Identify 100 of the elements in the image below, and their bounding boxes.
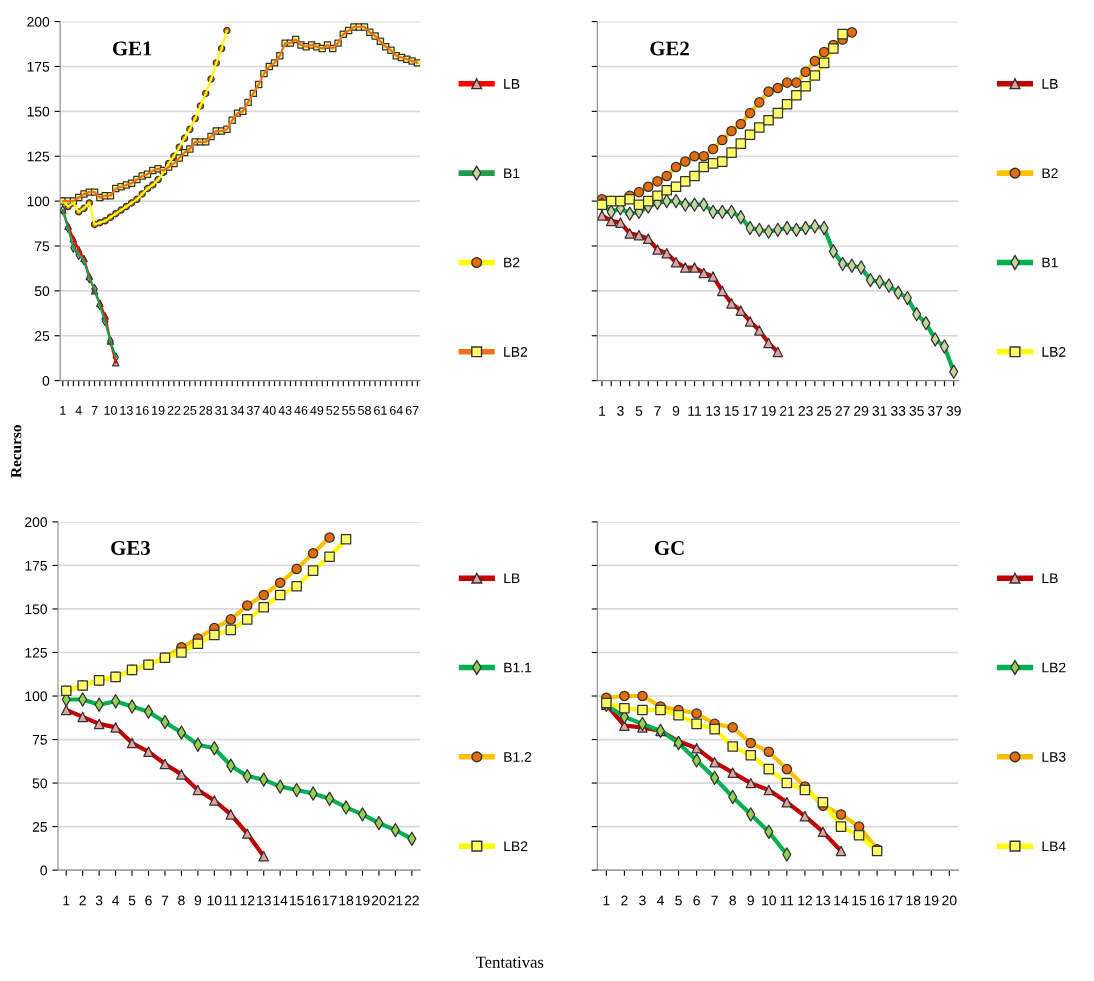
y-tick-label: 0: [40, 865, 48, 876]
text: GE1: [112, 41, 152, 56]
x-tick-label: 2: [621, 895, 628, 906]
x-tick-label: 21: [388, 895, 403, 906]
x-tick-label: 18: [339, 895, 354, 906]
x-tick-label: 25: [817, 405, 832, 416]
x-tick-label: 33: [890, 405, 906, 416]
legend-label: B2: [1042, 168, 1058, 178]
x-tick-label: 17: [888, 895, 903, 906]
y-tick-label: 150: [27, 106, 50, 117]
x-tick-label: 13: [257, 895, 271, 906]
x-tick-label: 61: [374, 405, 387, 415]
legend-label: LB: [504, 79, 520, 89]
x-tick-label: 1: [603, 895, 610, 906]
x-tick-label: 22: [167, 405, 181, 415]
x-tick-label: 13: [706, 405, 721, 416]
x-tick-label: 2: [79, 895, 86, 906]
x-tick-label: 16: [870, 895, 885, 906]
x-tick-label: 10: [207, 895, 222, 906]
y-tick-label: 75: [32, 735, 47, 745]
x-tick-label: 6: [145, 895, 152, 906]
x-tick-label: 11: [224, 895, 238, 906]
y-tick-label: 150: [25, 604, 48, 615]
text: GC: [654, 540, 684, 555]
x-tick-label: 40: [262, 405, 276, 415]
legend-label: B1: [504, 168, 520, 178]
x-tick-label: 39: [946, 405, 961, 416]
legend-label: LB2: [504, 346, 528, 357]
x-tick-label: 34: [231, 405, 245, 415]
x-tick-label: 1: [60, 406, 66, 415]
x-tick-label: 8: [729, 895, 736, 906]
y-tick-label: 100: [27, 196, 50, 207]
x-tick-label: 28: [199, 405, 213, 415]
x-tick-label: 1: [599, 406, 606, 416]
x-tick-label: 64: [389, 405, 403, 415]
legend-label: LB: [1042, 573, 1058, 584]
y-tick-label: 100: [25, 691, 48, 702]
x-tick-label: 8: [178, 895, 185, 906]
y-tick-label: 25: [32, 821, 47, 832]
x-tick-label: 12: [798, 895, 812, 906]
legend-label: LB2: [504, 841, 528, 852]
x-tick-label: 31: [215, 405, 228, 415]
y-axis-title: Recurso: [11, 425, 22, 478]
x-tick-label: 15: [852, 895, 867, 906]
x-tick-label: 9: [194, 895, 202, 906]
x-tick-label: 11: [688, 406, 702, 416]
x-tick-label: 10: [762, 895, 776, 906]
y-tick-label: 125: [25, 647, 47, 658]
x-tick-label: 9: [672, 405, 680, 416]
x-tick-label: 19: [152, 405, 165, 415]
y-tick-label: 200: [25, 517, 48, 528]
x-tick-label: 37: [246, 405, 260, 415]
x-tick-label: 29: [854, 405, 869, 416]
x-tick-label: 11: [780, 895, 794, 906]
legend-label: LB2: [1042, 346, 1066, 357]
x-tick-label: 35: [909, 405, 924, 416]
x-tick-label: 17: [322, 895, 337, 906]
x-tick-label: 55: [342, 406, 356, 415]
x-tick-label: 4: [75, 406, 82, 415]
x-tick-label: 5: [635, 406, 643, 416]
x-tick-label: 13: [816, 895, 831, 906]
x-tick-label: 4: [112, 895, 120, 906]
x-tick-label: 19: [761, 405, 776, 416]
x-tick-label: 7: [654, 406, 661, 416]
y-tick-label: 0: [42, 375, 50, 386]
x-tick-label: 46: [294, 405, 308, 415]
x-tick-label: 18: [906, 895, 921, 906]
y-tick-label: 125: [27, 151, 50, 162]
x-tick-label: 5: [128, 895, 136, 906]
x-tick-label: 22: [404, 895, 419, 906]
text: GE2: [650, 41, 689, 56]
x-tick-label: 10: [104, 405, 117, 415]
x-tick-label: 17: [743, 406, 758, 416]
x-tick-label: 14: [834, 895, 849, 906]
y-tick-label: 175: [27, 61, 50, 72]
x-tick-label: 13: [120, 405, 133, 415]
y-tick-label: 175: [25, 560, 47, 571]
x-tick-label: 9: [747, 895, 754, 906]
x-tick-label: 7: [711, 895, 718, 906]
x-tick-label: 3: [617, 405, 624, 416]
x-tick-label: 49: [310, 405, 324, 415]
legend-label: LB: [1042, 79, 1058, 89]
x-tick-label: 67: [405, 405, 419, 415]
x-tick-label: 1: [63, 895, 70, 906]
x-tick-label: 20: [371, 895, 387, 906]
x-tick-label: 16: [136, 405, 149, 415]
legend-label: B1.1: [504, 662, 532, 673]
x-tick-label: 7: [91, 406, 98, 415]
x-tick-label: 6: [693, 895, 700, 906]
x-tick-label: 16: [306, 895, 321, 906]
x-tick-label: 5: [675, 895, 682, 906]
x-tick-label: 19: [924, 895, 939, 906]
x-tick-label: 21: [780, 405, 795, 416]
x-tick-label: 52: [326, 405, 340, 415]
x-tick-label: 20: [942, 895, 957, 906]
x-tick-label: 15: [724, 406, 739, 416]
legend-label: LB2: [1042, 662, 1066, 673]
x-tick-label: 15: [289, 895, 304, 906]
x-tick-label: 23: [798, 405, 813, 416]
legend-label: B1: [1042, 257, 1058, 268]
